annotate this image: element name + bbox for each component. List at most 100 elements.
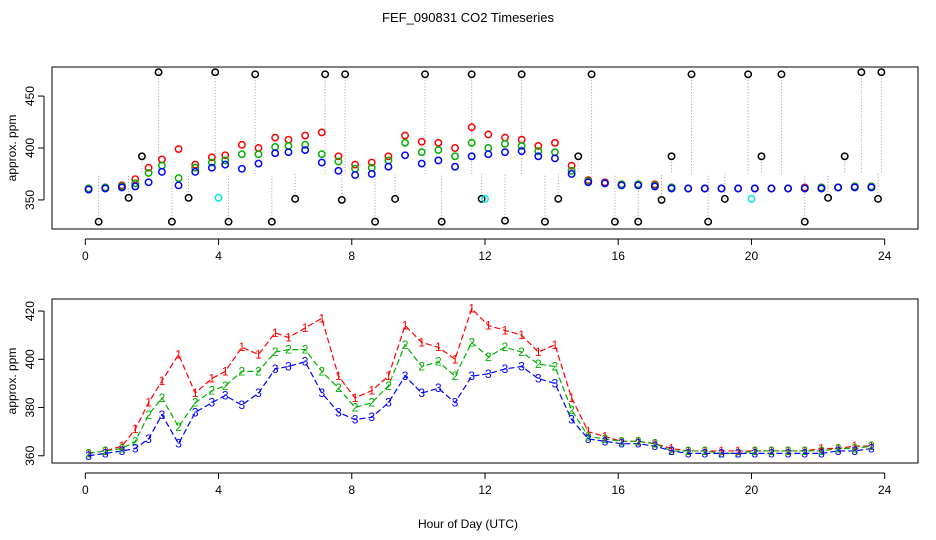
series-1-marker: 1 (132, 422, 139, 436)
series-3-marker: 3 (85, 449, 92, 463)
series-2-point (284, 141, 293, 150)
series-3-marker: 3 (285, 360, 292, 374)
series-2-point (434, 146, 443, 155)
series-3-point (191, 167, 200, 176)
series-3-point (767, 184, 776, 193)
series-2-marker: 2 (785, 444, 792, 458)
series-2-point (534, 147, 543, 156)
series-outliers-point (137, 152, 146, 161)
series-3-point (750, 184, 759, 193)
series-3-point (131, 182, 140, 191)
series-outliers-point (744, 70, 753, 79)
series-2-marker: 2 (285, 343, 292, 357)
series-3-point (237, 164, 246, 173)
series-outliers-point (517, 70, 526, 79)
series-1-point (284, 135, 293, 144)
series-2-marker: 2 (85, 446, 92, 460)
series-3-point (484, 150, 493, 159)
series-3-point (717, 184, 726, 193)
series-3-point (517, 147, 526, 156)
series-3-marker: 3 (209, 396, 216, 410)
series-2-point (157, 161, 166, 170)
series-cyan-point (214, 193, 223, 202)
series-3-marker: 3 (568, 413, 575, 427)
series-outliers-point (154, 68, 163, 77)
series-outliers-point (877, 68, 886, 77)
series-outliers-point (467, 70, 476, 79)
series-3-point (850, 183, 859, 192)
series-2-point (417, 148, 426, 157)
series-outliers-point (634, 217, 643, 226)
series-outliers-point (94, 217, 103, 226)
series-1-marker: 1 (735, 444, 742, 458)
series-1-point (451, 144, 459, 152)
series-3-marker: 3 (585, 432, 592, 446)
series-2-point (517, 141, 526, 150)
series-3-point (600, 179, 609, 188)
series-3-point (417, 159, 426, 168)
series-3-marker: 3 (735, 446, 742, 460)
series-1-marker: 1 (568, 391, 575, 405)
series-1-marker: 1 (701, 444, 708, 458)
series-outliers-point (824, 193, 833, 202)
bottom-x-tick-label: 8 (348, 483, 355, 497)
series-1-marker: 1 (468, 302, 475, 316)
series-3-point (634, 181, 643, 190)
series-2-point (271, 143, 280, 151)
series-3-point (467, 152, 476, 161)
series-1-point (484, 130, 493, 139)
series-3-point (174, 181, 183, 190)
series-3-marker: 3 (302, 355, 309, 369)
series-outliers-point (251, 70, 260, 79)
series-3-point (867, 183, 876, 192)
series-1-marker: 1 (159, 374, 166, 388)
series-3-point (271, 149, 280, 158)
series-1-point (131, 175, 140, 184)
series-3-marker: 3 (402, 369, 409, 383)
top-x-tick-label: 16 (612, 249, 626, 263)
series-2-point (550, 148, 559, 157)
series-outliers-point (321, 70, 330, 79)
series-1-point (191, 160, 200, 169)
series-outliers-point (687, 70, 696, 79)
series-3-point (84, 185, 93, 194)
chart-title: FEF_090831 CO2 Timeseries (382, 10, 554, 25)
series-3-point (550, 154, 559, 163)
series-1-marker: 1 (368, 384, 375, 398)
series-2-point (501, 139, 509, 148)
series-1-marker: 1 (145, 396, 152, 410)
series-3-point (817, 184, 826, 193)
series-3-marker: 3 (552, 376, 559, 390)
series-3-marker: 3 (468, 369, 475, 383)
series-outliers-point (184, 193, 193, 202)
series-3-marker: 3 (485, 367, 492, 381)
series-3-point (451, 162, 459, 171)
series-2-marker: 2 (835, 442, 842, 456)
series-outliers-point (421, 70, 429, 79)
series-1-point (417, 137, 426, 146)
series-1-marker: 1 (302, 321, 309, 335)
series-outliers-point (587, 70, 596, 79)
series-cyan-point (747, 194, 756, 203)
series-2-marker: 2 (468, 335, 475, 349)
series-outliers-point (291, 194, 300, 203)
series-3-marker: 3 (239, 398, 246, 412)
series-3-point (351, 171, 360, 179)
series-3-marker: 3 (801, 446, 808, 460)
series-1-point (384, 152, 393, 161)
series-1-point (254, 144, 263, 152)
series-3-marker: 3 (851, 444, 858, 458)
series-1-marker: 1 (209, 372, 216, 386)
series-outliers-point (720, 194, 729, 203)
series-2-marker: 2 (502, 340, 509, 354)
series-outliers-point (610, 217, 619, 226)
bottom-y-tick-label: 380 (23, 397, 37, 417)
series-3-point (157, 167, 166, 176)
x-axis-label: Hour of Day (UTC) (418, 517, 518, 531)
series-1-marker: 1 (239, 340, 246, 354)
series-outliers-point (391, 194, 400, 203)
bottom-y-axis-label: approx. ppm (5, 348, 19, 415)
series-2-marker: 2 (685, 444, 692, 458)
